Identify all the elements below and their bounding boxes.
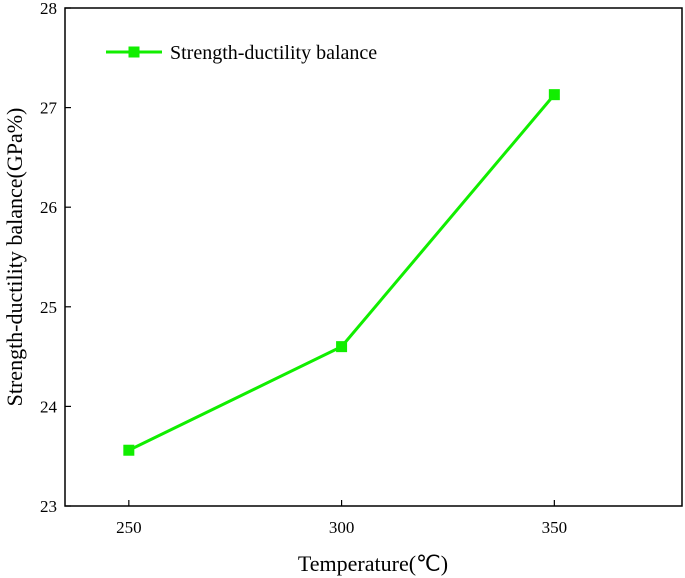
y-tick-label: 27 [40,99,58,118]
legend-label: Strength-ductility balance [170,42,377,64]
x-axis-ticks: 250 300 350 [116,500,567,537]
data-point [548,89,560,101]
x-axis-label: Temperature(℃) [298,551,448,576]
data-point [336,341,348,353]
x-tick-label: 350 [542,518,568,537]
y-tick-label: 26 [40,198,57,217]
y-axis-ticks: 23 24 25 26 27 28 [40,0,71,516]
y-tick-label: 24 [40,397,58,416]
series-line [128,93,556,452]
legend: Strength-ductility balance [106,42,377,64]
data-point [123,444,135,456]
y-tick-label: 25 [40,298,57,317]
y-tick-label: 28 [40,0,57,18]
legend-marker [128,46,140,58]
plot-frame [64,7,683,507]
series-layer [123,89,560,456]
x-tick-label: 300 [329,518,355,537]
y-axis-label: Strength-ductility balance(GPa%) [2,108,27,407]
y-tick-label: 23 [40,497,57,516]
x-tick-label: 250 [116,518,142,537]
